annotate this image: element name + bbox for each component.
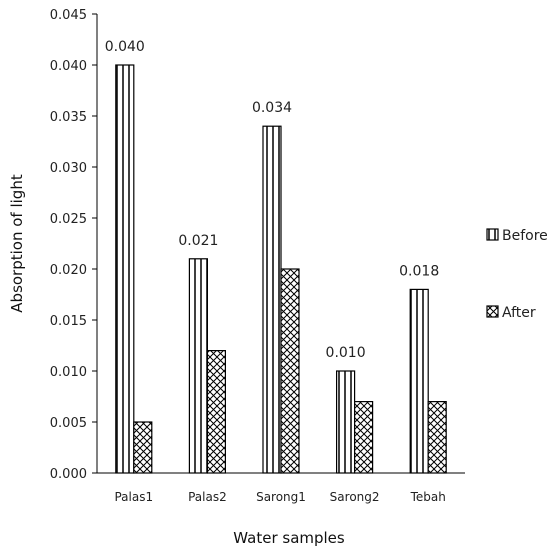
y-tick-label: 0.015 xyxy=(50,314,87,329)
legend-swatch-after xyxy=(486,305,499,318)
data-label: 0.018 xyxy=(399,263,439,279)
bar-before-palas2 xyxy=(188,258,208,474)
bars xyxy=(115,64,447,474)
y-tick-label: 0.020 xyxy=(50,263,87,278)
x-category-label: Palas1 xyxy=(114,490,153,504)
data-label: 0.010 xyxy=(326,345,366,361)
y-tick-label: 0.005 xyxy=(50,416,87,431)
bar-after-sarong2 xyxy=(354,401,374,474)
legend-label-after: After xyxy=(502,305,536,321)
bar-before-sarong1 xyxy=(262,125,282,474)
x-category-label: Palas2 xyxy=(188,490,227,504)
legend: Before After xyxy=(486,228,548,321)
y-tick-label: 0.035 xyxy=(50,110,87,125)
y-tick-label: 0.030 xyxy=(50,161,87,176)
data-label: 0.021 xyxy=(178,233,218,249)
y-axis-ticks: 0.000 0.005 0.010 0.015 0.020 0.025 0.030 0.035… xyxy=(50,8,97,482)
bar-before-tebah xyxy=(409,288,429,474)
bar-after-sarong1 xyxy=(280,268,300,474)
legend-swatch-before xyxy=(486,228,499,241)
x-axis-categories: Palas1 Palas2 Sarong1 Sarong2 Tebah xyxy=(114,490,445,504)
data-label: 0.034 xyxy=(252,100,292,116)
y-tick-label: 0.000 xyxy=(50,467,87,482)
bar-after-palas2 xyxy=(206,350,226,474)
bar-before-sarong2 xyxy=(336,370,356,474)
legend-label-before: Before xyxy=(502,228,548,244)
x-category-label: Sarong2 xyxy=(330,490,380,504)
x-axis-title: Water samples xyxy=(233,529,345,547)
bar-before-palas1 xyxy=(115,64,135,474)
bar-after-tebah xyxy=(427,401,447,474)
bar-after-palas1 xyxy=(133,421,153,474)
x-category-label: Sarong1 xyxy=(256,490,306,504)
y-axis-title: Absorption of light xyxy=(8,174,26,313)
x-category-label: Tebah xyxy=(410,490,446,504)
y-tick-label: 0.010 xyxy=(50,365,87,380)
data-labels: 0.040 0.021 0.034 0.010 0.018 xyxy=(105,39,439,361)
y-tick-label: 0.040 xyxy=(50,59,87,74)
y-tick-label: 0.025 xyxy=(50,212,87,227)
y-tick-label: 0.045 xyxy=(50,8,87,23)
data-label: 0.040 xyxy=(105,39,145,55)
